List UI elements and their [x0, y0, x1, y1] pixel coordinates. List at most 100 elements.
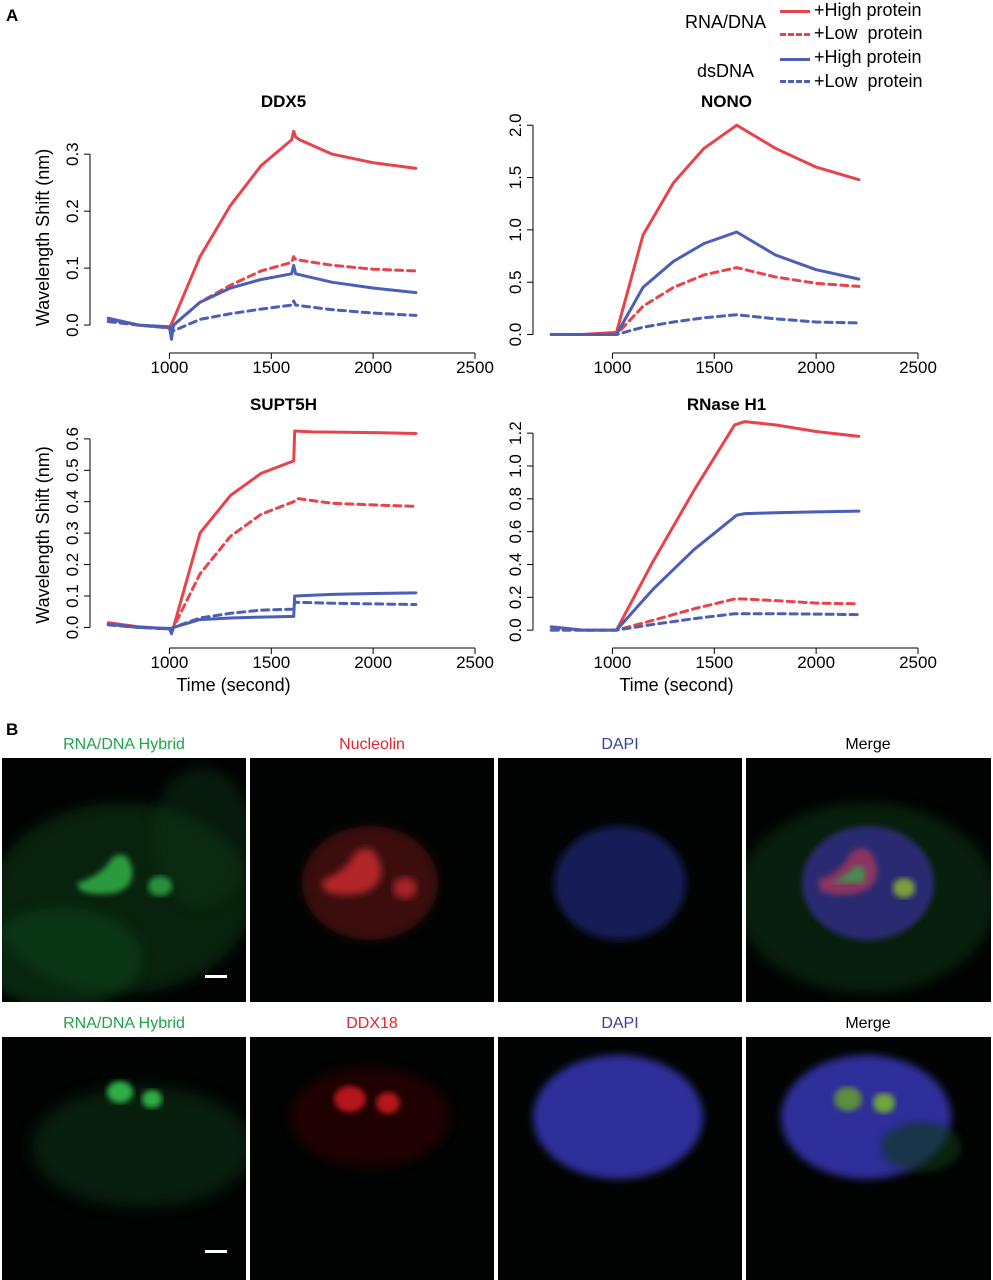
y-tick-label: 0.0 — [506, 618, 525, 642]
legend-swatch-solid — [780, 58, 810, 61]
label-merge: Merge — [845, 736, 891, 753]
legend-entry-label: +High protein — [814, 0, 922, 20]
y-tick-label: 0.0 — [63, 616, 82, 640]
legend: RNA/DNA +High protein +Low protein dsDNA… — [0, 0, 993, 100]
micrograph-ddx18-image — [290, 1067, 450, 1167]
y-tick-label: 0.5 — [63, 458, 82, 482]
series-line — [549, 612, 861, 632]
y-tick-label: 2.0 — [506, 113, 525, 137]
x-tick-label: 2500 — [899, 358, 937, 377]
series-line — [106, 255, 418, 330]
chart-title: NONO — [701, 92, 752, 111]
y-tick-label: 0.3 — [63, 142, 82, 166]
legend-swatch-solid — [780, 10, 810, 13]
x-tick-label: 1500 — [252, 653, 290, 672]
x-tick-label: 1000 — [594, 358, 632, 377]
y-axis-label: Wavelength Shift (nm) — [33, 149, 53, 326]
x-tick-label: 2500 — [899, 653, 937, 672]
x-tick-label: 2000 — [354, 653, 392, 672]
micrograph-hybrid-1-image — [2, 768, 246, 1002]
micrograph-merge-2-image — [781, 1055, 961, 1179]
scale-bar — [205, 975, 227, 978]
series-line — [106, 299, 418, 333]
x-tick-label: 2500 — [456, 653, 494, 672]
y-tick-label: 0.0 — [506, 323, 525, 347]
x-tick-label: 1000 — [594, 653, 632, 672]
series-line — [549, 266, 861, 336]
micrograph-nucleolin-image — [302, 826, 438, 940]
y-tick-label: 0.4 — [506, 553, 525, 577]
y-axis-label: Wavelength Shift (nm) — [33, 446, 53, 623]
y-tick-label: 1.2 — [506, 421, 525, 445]
x-tick-label: 2000 — [797, 358, 835, 377]
label-ddx18: DDX18 — [346, 1015, 398, 1032]
micrograph-dapi-2-image — [533, 1055, 703, 1179]
x-tick-label: 1000 — [151, 358, 189, 377]
series-line — [106, 591, 418, 636]
y-tick-label: 0.1 — [63, 256, 82, 280]
label-rna-dna-hybrid: RNA/DNA Hybrid — [63, 736, 185, 753]
y-tick-label: 0.5 — [506, 270, 525, 294]
x-tick-label: 2500 — [456, 358, 494, 377]
series-line — [106, 600, 418, 631]
legend-group-label: RNA/DNA — [685, 12, 767, 32]
legend-group-label: dsDNA — [697, 61, 755, 81]
y-tick-label: 1.0 — [506, 218, 525, 242]
y-tick-label: 0.0 — [63, 313, 82, 337]
series-line — [549, 420, 861, 632]
label-dapi: DAPI — [601, 736, 639, 753]
y-tick-label: 0.1 — [63, 584, 82, 608]
micrograph-ddx18 — [250, 1037, 494, 1280]
x-tick-label: 1000 — [151, 653, 189, 672]
x-tick-label: 2000 — [797, 653, 835, 672]
series-line — [106, 129, 418, 330]
label-merge: Merge — [845, 1015, 891, 1032]
y-tick-label: 0.3 — [63, 521, 82, 545]
y-tick-label: 0.6 — [506, 520, 525, 544]
y-tick-label: 0.2 — [63, 553, 82, 577]
series-line — [549, 313, 861, 336]
y-tick-label: 0.2 — [63, 199, 82, 223]
series-line — [549, 509, 861, 632]
chart-title: DDX5 — [261, 92, 306, 111]
micrograph-hybrid-2 — [2, 1037, 246, 1280]
x-tick-label: 2000 — [354, 358, 392, 377]
y-tick-label: 0.8 — [506, 487, 525, 511]
legend-entry-label: +Low protein — [814, 71, 923, 91]
y-tick-label: 0.6 — [63, 427, 82, 451]
micrograph-merge-2 — [746, 1037, 991, 1280]
label-rna-dna-hybrid: RNA/DNA Hybrid — [63, 1015, 185, 1032]
y-tick-label: 1.5 — [506, 166, 525, 190]
x-axis-label: Time (second) — [619, 675, 733, 695]
panel-a-letter: A — [6, 6, 19, 25]
y-tick-label: 0.4 — [63, 490, 82, 514]
micrograph-hybrid-1 — [2, 758, 246, 1002]
micrograph-merge-1 — [746, 758, 991, 1002]
micrograph-merge-1-image — [746, 803, 991, 993]
chart-title: SUPT5H — [250, 395, 317, 414]
micrograph-hybrid-2-image — [32, 1081, 246, 1253]
series-line — [106, 263, 418, 341]
micrograph-dapi-1-image — [554, 826, 686, 940]
legend-swatch-dashed — [780, 33, 810, 36]
x-tick-label: 1500 — [695, 653, 733, 672]
label-nucleolin: Nucleolin — [339, 736, 405, 753]
scale-bar — [205, 1250, 227, 1253]
legend-swatch-dashed — [780, 80, 810, 83]
x-tick-label: 1500 — [252, 358, 290, 377]
micrograph-dapi-2 — [498, 1037, 742, 1280]
micrograph-nucleolin — [250, 758, 494, 1002]
y-tick-label: 0.2 — [506, 585, 525, 609]
legend-entry-label: +High protein — [814, 47, 922, 67]
legend-entry-label: +Low protein — [814, 23, 923, 43]
series-line — [549, 123, 861, 336]
panel-b-letter: B — [6, 720, 19, 739]
label-dapi: DAPI — [601, 1015, 639, 1032]
y-tick-label: 1.0 — [506, 454, 525, 478]
series-line — [106, 429, 418, 631]
charts-area: DDX5 1000 1500 2000 2500 0.0 0.1 0.2 0.3 Waveleng… — [33, 92, 937, 695]
x-tick-label: 1500 — [695, 358, 733, 377]
x-axis-label: Time (second) — [176, 675, 290, 695]
micrograph-dapi-1 — [498, 758, 742, 1002]
chart-title: RNase H1 — [687, 395, 766, 414]
